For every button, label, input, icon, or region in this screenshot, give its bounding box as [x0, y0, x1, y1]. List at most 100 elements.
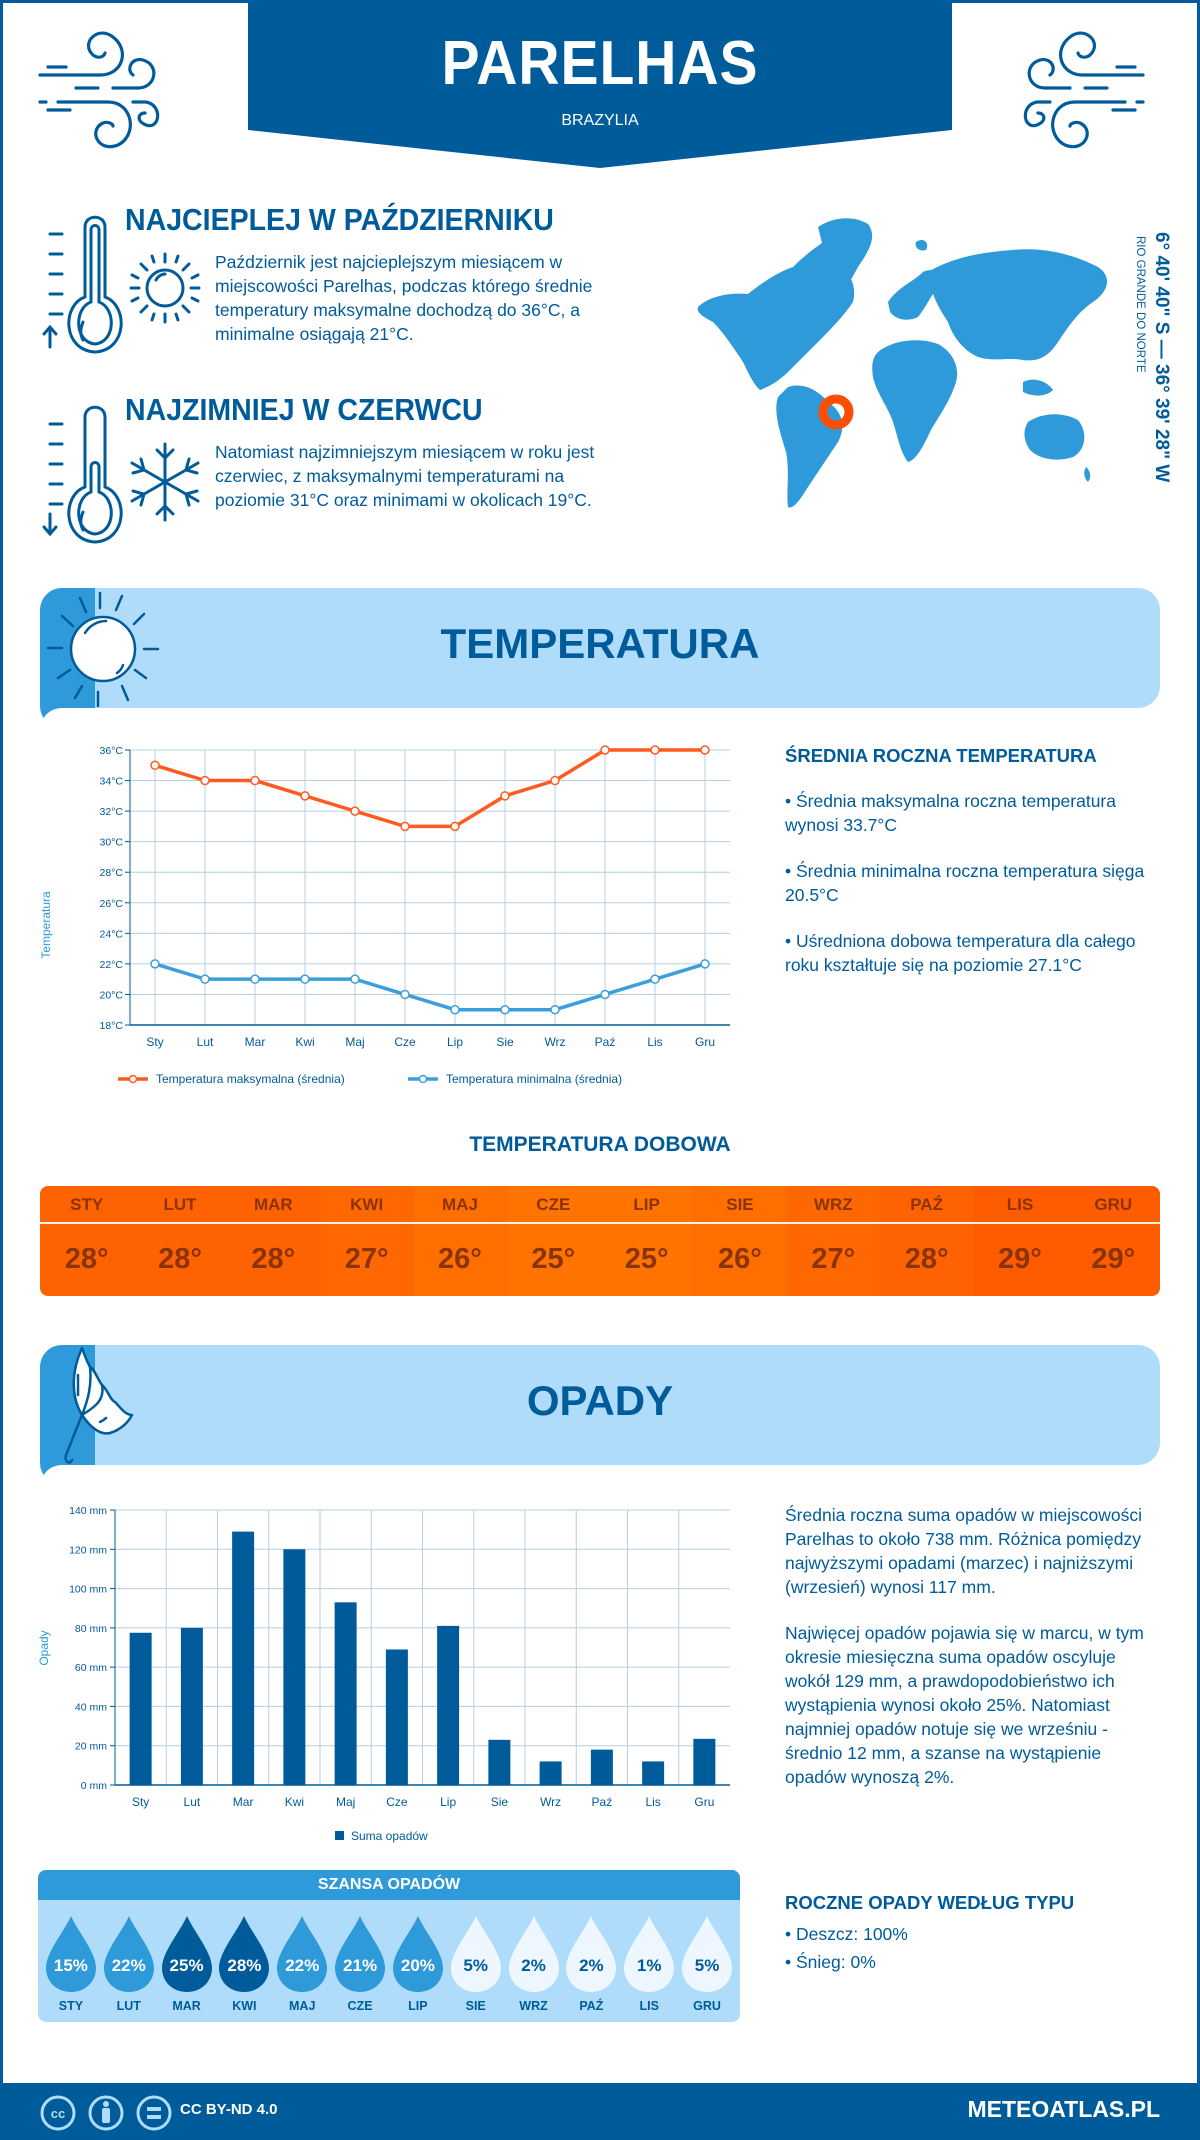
max-temperature-point	[650, 745, 660, 755]
x-tick-label: Mar	[233, 1795, 254, 1809]
min-temperature-point	[400, 989, 410, 1000]
country-label: BRAZYLIA	[561, 112, 639, 129]
map-north-america	[697, 232, 855, 390]
max-temperature-point	[200, 775, 210, 786]
snowflake-icon	[130, 442, 200, 522]
temperature-section-header: TEMPERATURA	[40, 588, 1160, 748]
raindrop-icon	[103, 1916, 154, 1992]
wind-icon	[38, 31, 160, 149]
precipitation-chance-month: MAR	[172, 1999, 201, 2013]
precipitation-chance-item: 15% STY	[42, 1910, 100, 2020]
precipitation-paragraph-1: Średnia roczna suma opadów w miejscowośc…	[785, 1505, 1142, 1597]
daily-temperature-value: 28°	[251, 1243, 296, 1275]
precipitation-chance-month: MAJ	[289, 1999, 316, 2013]
avg-min-bullet: • Średnia minimalna roczna temperatura s…	[785, 861, 1145, 905]
x-tick-label: Cze	[386, 1795, 408, 1809]
precipitation-bars	[129, 1531, 716, 1785]
world-map	[697, 218, 1108, 508]
x-tick-label: Sie	[491, 1795, 509, 1809]
license-label[interactable]: CC BY-ND 4.0	[180, 2101, 278, 2118]
precipitation-bar	[693, 1738, 716, 1785]
warmest-text: Październik jest najcieplejszym miesiące…	[215, 252, 593, 344]
precipitation-chance-item: 20% LIP	[389, 1910, 447, 2020]
daily-month-label: PAŹ	[879, 1186, 974, 1224]
daily-month-label: MAR	[226, 1186, 320, 1224]
precipitation-bar	[590, 1749, 613, 1785]
daily-temperature-cell: SIE 26°	[693, 1186, 787, 1296]
precipitation-bar	[488, 1739, 511, 1785]
y-tick-label: 0 mm	[81, 1780, 108, 1792]
max-temperature-point	[450, 821, 460, 832]
precipitation-chance-value: 2%	[521, 1956, 546, 1975]
temperature-axes: 18°C 20°C 22°C 24°C 26°C 28°C 30°C 32°C 34°C 36°C…	[100, 745, 730, 1049]
precipitation-chance-value: 5%	[694, 1956, 720, 1975]
precipitation-chance-value: 1%	[636, 1956, 662, 1975]
region-label: RIO GRANDE DO NORTE	[1134, 236, 1146, 373]
daily-temperature-value: 29°	[1091, 1243, 1136, 1275]
no-derivatives-icon	[136, 2095, 172, 2131]
y-tick-label: 28°C	[100, 867, 124, 879]
y-tick-label: 30°C	[100, 837, 124, 849]
title-banner: PARELHAS BRAZYLIA	[248, 0, 952, 168]
y-tick-label: 140 mm	[69, 1505, 107, 1517]
daily-temperature-cell: LIP 25°	[599, 1186, 694, 1296]
max-temperature-point	[500, 791, 510, 801]
daily-month-label: SIE	[693, 1186, 787, 1224]
precipitation-type-summary: ROCZNE OPADY WEDŁUG TYPU • Deszcz: 100% …	[785, 1892, 1165, 1996]
min-temperature-point	[300, 974, 310, 984]
daily-temperature-value: 28°	[904, 1243, 949, 1275]
site-link[interactable]: METEOATLAS.PL	[967, 2096, 1160, 2122]
map-asia	[928, 249, 1108, 361]
daily-temperature-cell: KWI 27°	[319, 1186, 414, 1296]
precipitation-bar	[232, 1531, 255, 1785]
precipitation-chance-item: 2% PAŹ	[562, 1910, 620, 2020]
annual-temperature-title: ŚREDNIA ROCZNA TEMPERATURA	[785, 745, 1097, 766]
footer: cc CC BY-ND 4.0 METEOATLAS.PL	[0, 2083, 1200, 2140]
daily-month-label: STY	[40, 1186, 134, 1224]
daily-month-label: GRU	[1066, 1186, 1160, 1224]
precipitation-chance-value: 15%	[53, 1956, 88, 1975]
x-tick-label: Lis	[647, 1035, 662, 1049]
x-tick-label: Wrz	[544, 1035, 565, 1049]
x-tick-label: Gru	[695, 1035, 715, 1049]
legend-swatch	[335, 1831, 344, 1840]
max-temperature-point	[400, 821, 410, 832]
precipitation-type-title: ROCZNE OPADY WEDŁUG TYPU	[785, 1892, 1075, 1913]
warmest-month-block: NAJCIEPLEJ W PAŹDZIERNIKU Październik je…	[30, 202, 650, 362]
raindrop-icon	[219, 1916, 270, 1992]
y-tick-label: 34°C	[100, 776, 124, 788]
x-tick-label: Kwi	[295, 1035, 314, 1049]
thermometer-up-icon	[42, 215, 123, 354]
coldest-text: Natomiast najzimniejszym miesiącem w rok…	[215, 442, 595, 510]
raindrop-icon	[161, 1916, 212, 1992]
precipitation-chance-value: 25%	[169, 1956, 204, 1975]
y-tick-label: 24°C	[100, 928, 124, 940]
temperature-legend: Temperatura maksymalna (średnia) Temperat…	[118, 1072, 622, 1086]
umbrella-icon	[64, 1346, 134, 1464]
x-tick-label: Paź	[592, 1795, 613, 1809]
min-temperature-point	[650, 974, 660, 984]
daily-month-label: CZE	[506, 1186, 600, 1224]
header-background	[95, 588, 1160, 708]
legend-marker	[128, 1074, 138, 1084]
map-greenland	[818, 218, 873, 297]
max-temperature-point	[550, 775, 560, 786]
precipitation-chance-value: 2%	[579, 1956, 604, 1975]
daily-temperature-value: 26°	[438, 1243, 482, 1275]
daily-temperature-value: 25°	[531, 1243, 576, 1275]
daily-temperature-cell: WRZ 27°	[786, 1186, 880, 1296]
x-tick-label: Lis	[645, 1795, 660, 1809]
daily-temperature-cell: PAŹ 28°	[879, 1186, 974, 1296]
daily-temperature-cell: MAJ 26°	[413, 1186, 507, 1296]
precipitation-chance-item: 22% MAJ	[273, 1910, 331, 2020]
x-tick-label: Maj	[345, 1035, 364, 1049]
precipitation-chance-item: 5% SIE	[447, 1910, 505, 2020]
precipitation-chance-item: 28% KWI	[215, 1910, 273, 2020]
max-temperature-point	[600, 745, 610, 755]
raindrop-icon	[450, 1916, 501, 1992]
precipitation-chance-month: PAŹ	[579, 1999, 604, 2013]
daily-month-label: LIP	[599, 1186, 694, 1224]
min-temperature-point	[150, 959, 160, 969]
max-temperature-line	[154, 748, 705, 829]
raindrop-icon	[392, 1916, 443, 1992]
